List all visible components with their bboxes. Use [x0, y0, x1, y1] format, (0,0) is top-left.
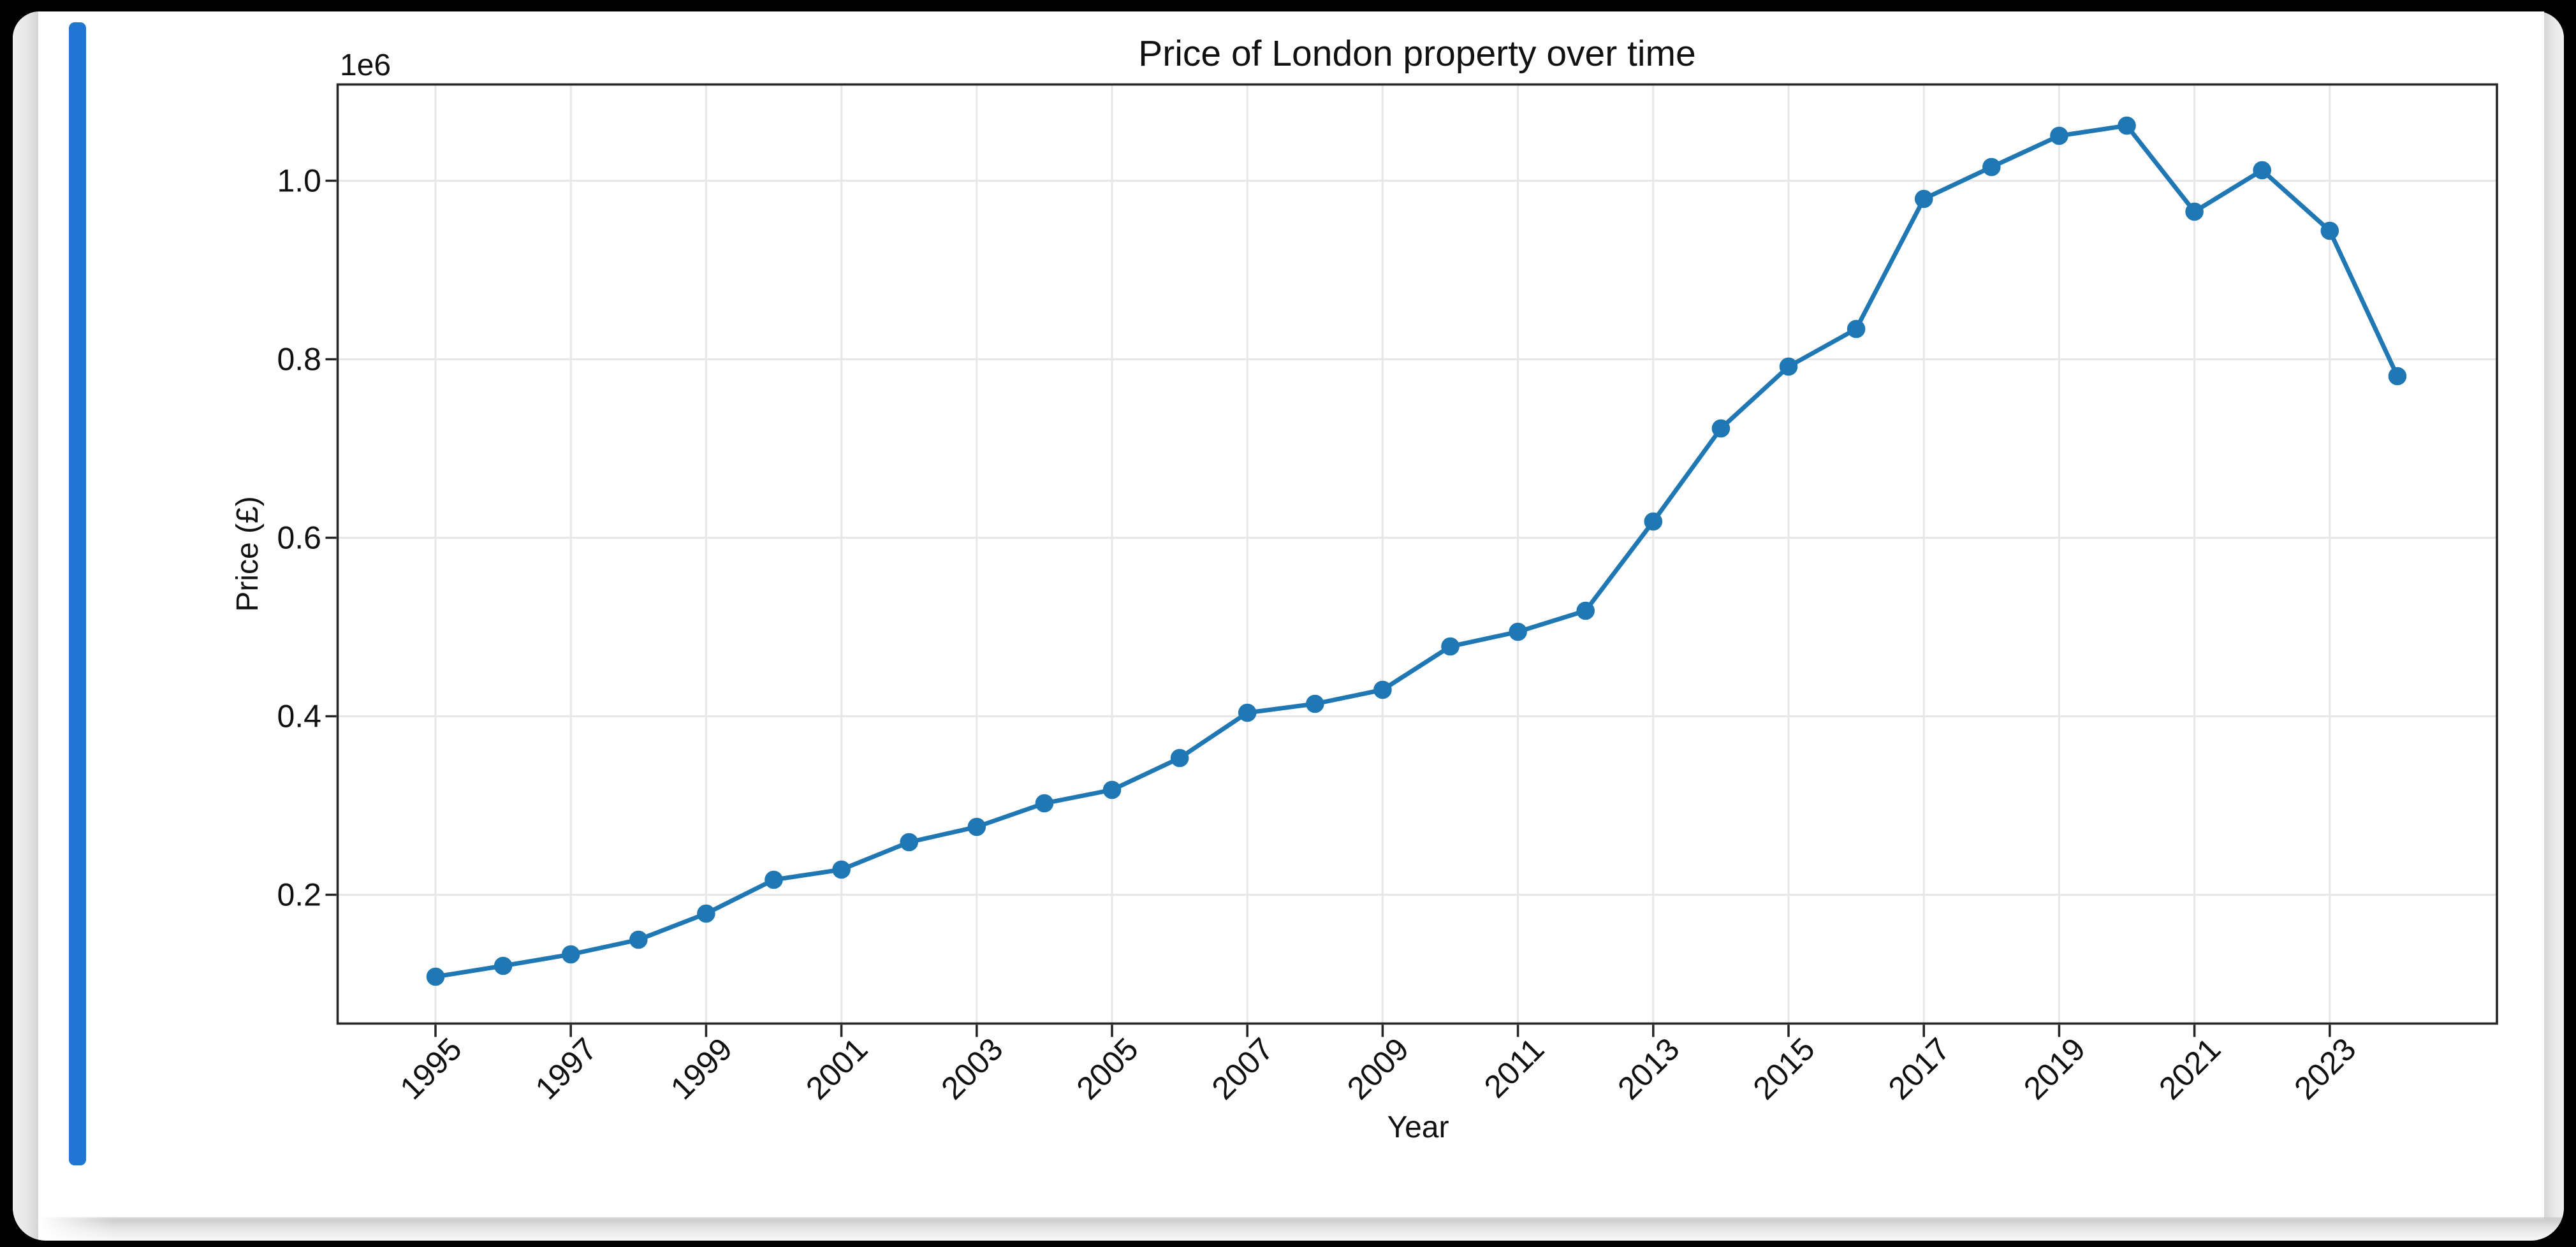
svg-text:2007: 2007 [1205, 1031, 1280, 1106]
svg-text:2011: 2011 [1477, 1031, 1551, 1105]
svg-text:2001: 2001 [799, 1031, 874, 1106]
svg-text:Year: Year [1387, 1111, 1449, 1144]
svg-text:2005: 2005 [1070, 1031, 1145, 1106]
svg-text:2023: 2023 [2287, 1031, 2362, 1106]
svg-text:1e6: 1e6 [340, 48, 391, 82]
svg-text:0.8: 0.8 [277, 342, 321, 377]
svg-text:1999: 1999 [664, 1031, 739, 1106]
svg-text:2013: 2013 [1611, 1031, 1686, 1106]
svg-text:2017: 2017 [1882, 1031, 1957, 1106]
svg-text:0.4: 0.4 [277, 699, 321, 734]
svg-text:1997: 1997 [529, 1031, 604, 1106]
svg-text:Price of London property over: Price of London property over time [1138, 33, 1695, 74]
svg-text:2019: 2019 [2017, 1031, 2092, 1106]
svg-text:2015: 2015 [1746, 1031, 1822, 1106]
svg-text:2009: 2009 [1340, 1031, 1416, 1106]
svg-text:2021: 2021 [2152, 1031, 2227, 1106]
svg-text:Price (£): Price (£) [231, 496, 265, 611]
svg-text:1.0: 1.0 [277, 163, 321, 199]
svg-text:0.2: 0.2 [277, 877, 321, 913]
svg-text:2003: 2003 [934, 1031, 1009, 1106]
svg-text:1995: 1995 [393, 1031, 469, 1106]
svg-text:0.6: 0.6 [277, 520, 321, 556]
